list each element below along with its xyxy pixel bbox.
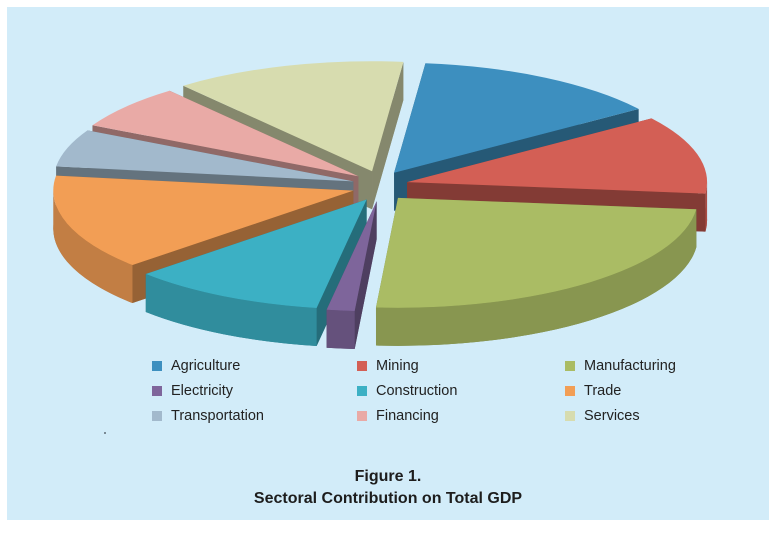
legend-swatch (565, 410, 575, 421)
legend-swatch (357, 360, 367, 371)
legend-swatch (152, 360, 162, 371)
pie-slice-manufacturing-side-0 (375, 209, 697, 346)
legend-item-financing: Financing (357, 406, 565, 425)
pie-slice-services-top (183, 61, 404, 172)
legend-swatch (565, 360, 575, 371)
legend-item-services: Services (565, 406, 715, 425)
legend-label: Mining (376, 357, 419, 374)
pie-slice-financing-top (92, 90, 359, 177)
legend-item-transportation: Transportation (152, 406, 357, 425)
pie-slice-transportation-top (56, 130, 354, 182)
pie-slice-electricity-side-0 (326, 309, 355, 349)
figure-caption: Figure 1. Sectoral Contribution on Total… (0, 466, 776, 510)
legend-label: Construction (376, 382, 458, 399)
legend-label: Transportation (171, 407, 264, 424)
pie-slice-construction (145, 199, 367, 346)
pie-slice-construction-side-0 (145, 273, 317, 346)
legend-item-manufacturing: Manufacturing (565, 356, 715, 375)
legend-item-construction: Construction (357, 381, 565, 400)
pie-slice-mining-side-0 (705, 182, 708, 232)
pie-slice-trade-top (53, 175, 354, 266)
stray-dot (104, 432, 106, 434)
legend-label: Services (584, 407, 640, 424)
pie-slices (53, 61, 708, 349)
pie-slice-electricity-top (326, 201, 377, 311)
legend-swatch (565, 385, 575, 396)
pie-slice-agriculture-top (394, 63, 639, 173)
legend: Agriculture Mining Manufacturing Electri… (152, 356, 712, 425)
legend-item-electricity: Electricity (152, 381, 357, 400)
legend-item-agriculture: Agriculture (152, 356, 357, 375)
pie-slice-manufacturing-top (375, 197, 697, 308)
pie-slice-electricity (326, 201, 377, 349)
legend-label: Agriculture (171, 357, 241, 374)
legend-item-trade: Trade (565, 381, 715, 400)
legend-swatch (152, 410, 162, 421)
figure-number: Figure 1. (354, 468, 422, 485)
pie-slice-construction-top (145, 199, 367, 308)
legend-label: Financing (376, 407, 439, 424)
legend-swatch (357, 410, 367, 421)
pie-slice-services-wall-end (372, 61, 404, 210)
legend-label: Trade (584, 382, 622, 399)
legend-swatch (152, 385, 162, 396)
pie-slice-mining-top (407, 118, 708, 194)
legend-item-mining: Mining (357, 356, 565, 375)
figure-title: Sectoral Contribution on Total GDP (253, 490, 523, 507)
legend-label: Manufacturing (584, 357, 676, 374)
legend-label: Electricity (171, 382, 234, 399)
pie-slice-trade-side-0 (53, 190, 133, 304)
legend-swatch (357, 385, 367, 396)
pie-slice-manufacturing (375, 197, 697, 346)
